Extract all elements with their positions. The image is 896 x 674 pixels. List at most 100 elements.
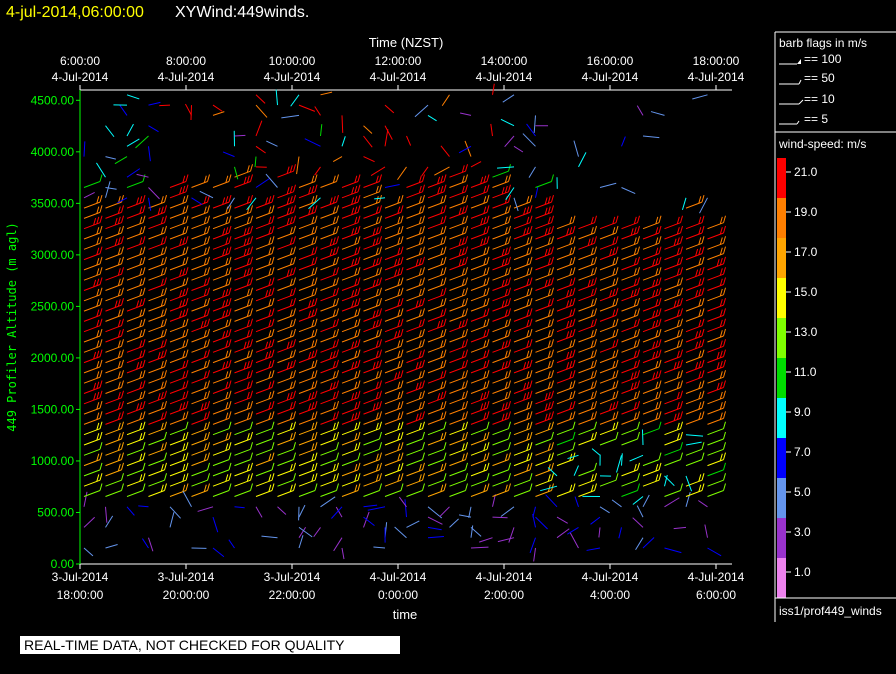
wind-barb xyxy=(234,452,253,467)
wind-barb xyxy=(664,421,683,436)
wind-barb xyxy=(212,111,225,116)
wind-barb xyxy=(406,194,425,209)
wind-barb xyxy=(698,500,708,508)
wind-barb xyxy=(578,421,597,436)
wind-barb xyxy=(599,390,619,405)
wind-barb xyxy=(148,473,167,487)
wind-barb xyxy=(569,532,579,549)
wind-barb xyxy=(492,339,511,353)
wind-barb xyxy=(191,411,210,425)
wind-barb xyxy=(363,442,382,456)
wind-barb xyxy=(513,411,533,425)
wind-barb xyxy=(363,308,382,322)
wind-barb xyxy=(105,462,124,477)
wind-barb xyxy=(535,297,554,312)
x-tick-date: 4-Jul-2014 xyxy=(582,570,639,584)
wind-barb xyxy=(148,349,167,364)
wind-barb xyxy=(470,328,490,343)
wind-barb xyxy=(148,359,167,374)
wind-barb xyxy=(492,83,495,95)
wind-barb xyxy=(191,194,210,209)
wind-barb xyxy=(83,205,103,219)
wind-barb xyxy=(505,187,515,200)
speed-legend: wind-speed: m/s 21.0 19.0 17.0 15.0 13.0 11.0… xyxy=(775,137,896,618)
wind-barb xyxy=(535,516,548,530)
wind-barb xyxy=(363,462,382,477)
wind-barb xyxy=(707,411,726,425)
wind-barb xyxy=(556,411,576,425)
wind-barb xyxy=(384,308,404,322)
wind-barb xyxy=(427,328,447,343)
wind-barb xyxy=(83,483,103,497)
speed-level-label: 19.0 xyxy=(794,205,818,219)
wind-barb xyxy=(126,506,135,516)
wind-barb xyxy=(492,390,511,405)
wind-barb xyxy=(228,539,235,549)
wind-barb xyxy=(642,328,662,343)
wind-barb xyxy=(277,400,296,415)
wind-barb xyxy=(449,194,468,209)
wind-barb xyxy=(234,431,253,446)
wind-barb xyxy=(664,359,683,374)
barb-flag-5-icon xyxy=(779,120,800,125)
wind-barb xyxy=(212,359,232,374)
wind-barb xyxy=(513,297,533,312)
wind-barb xyxy=(513,246,533,261)
wind-barb xyxy=(298,380,318,394)
wind-barb xyxy=(394,526,407,539)
wind-barb xyxy=(556,359,576,374)
wind-barb xyxy=(664,547,682,554)
wind-barb xyxy=(234,506,245,509)
wind-barb xyxy=(191,400,210,415)
wind-barb xyxy=(492,225,511,240)
wind-barb xyxy=(621,473,640,487)
wind-barb xyxy=(234,442,253,456)
wind-barb xyxy=(636,505,644,518)
wind-barb xyxy=(406,411,425,425)
wind-barb xyxy=(599,287,619,302)
wind-barb xyxy=(470,370,490,384)
wind-barb xyxy=(427,483,447,497)
wind-barb xyxy=(632,496,644,505)
wind-barb xyxy=(427,411,447,425)
wind-barb xyxy=(255,178,270,188)
wind-barb xyxy=(212,287,232,302)
wind-barb xyxy=(578,483,597,497)
wind-barb xyxy=(497,166,515,169)
wind-barb xyxy=(169,370,189,384)
wind-barb xyxy=(191,462,210,477)
wind-barb xyxy=(574,496,579,507)
wind-barb xyxy=(105,370,124,384)
wind-barb xyxy=(169,308,189,322)
wind-barb xyxy=(83,225,103,240)
wind-barb xyxy=(212,225,232,240)
wind-barb xyxy=(492,215,511,230)
wind-barb xyxy=(578,152,587,168)
wind-barb xyxy=(578,246,597,261)
wind-barb xyxy=(83,141,86,157)
wind-barb xyxy=(148,411,167,425)
wind-barb xyxy=(556,277,576,291)
wind-barb xyxy=(320,297,339,312)
speed-legend-title: wind-speed: m/s xyxy=(778,137,866,151)
wind-barb xyxy=(169,400,189,415)
x-tick-time: 20:00:00 xyxy=(163,588,210,602)
wind-barb xyxy=(320,287,339,302)
wind-barb xyxy=(341,370,361,384)
wind-barb xyxy=(341,349,361,364)
wind-barb xyxy=(513,225,533,240)
wind-barb xyxy=(449,297,468,312)
wind-barb xyxy=(535,225,554,240)
wind-barb xyxy=(492,380,511,394)
wind-barb xyxy=(384,483,404,497)
wind-barb xyxy=(685,349,705,364)
wind-barb xyxy=(341,421,361,436)
wind-barb xyxy=(642,349,662,364)
bottom-axis-ticks: 3-Jul-2014 18:00:00 3-Jul-2014 20:00:00 3-Ju… xyxy=(52,564,745,602)
wind-barb xyxy=(427,246,447,261)
wind-barb xyxy=(578,380,597,394)
wind-barb xyxy=(513,359,533,374)
wind-barb xyxy=(105,236,124,250)
wind-barb xyxy=(234,421,253,436)
wind-barb xyxy=(685,390,705,405)
